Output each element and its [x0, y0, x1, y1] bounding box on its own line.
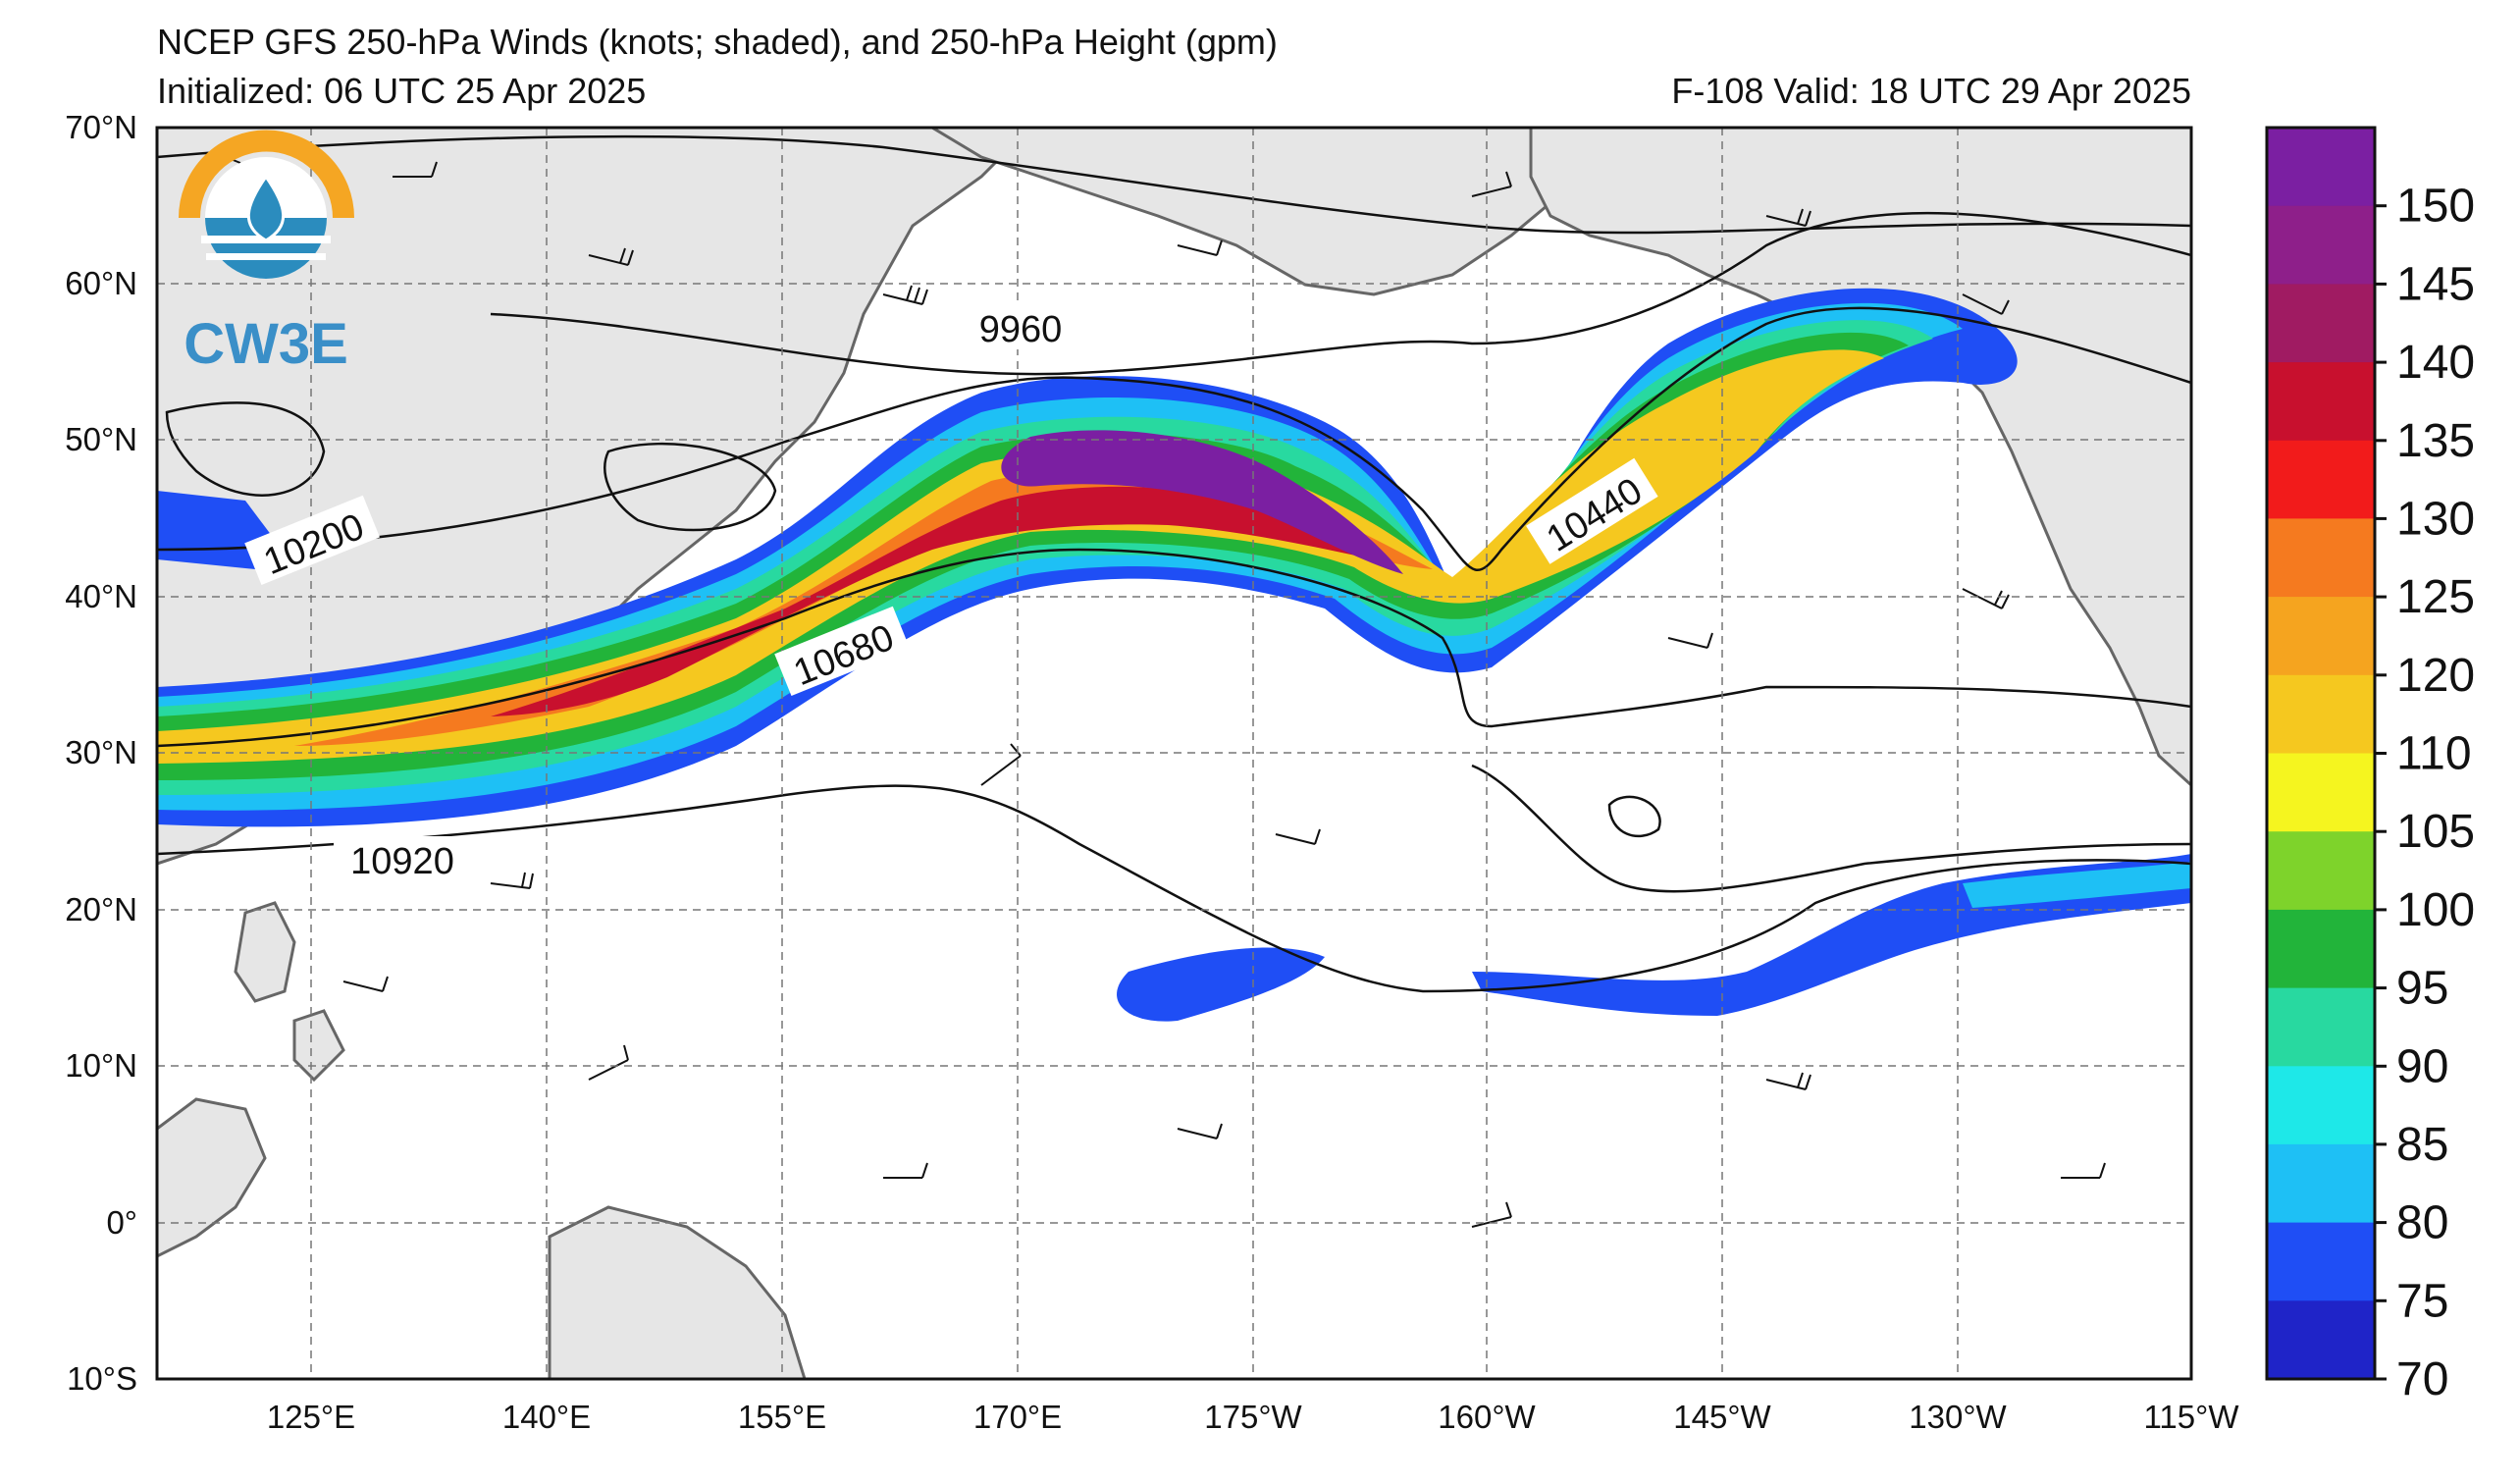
- wind-speed-colorbar: 150 145 140 135 130 125 120 110 105 100 95 90 85 80 75…: [2265, 126, 2475, 1405]
- lat-label-70n: 70°N: [65, 109, 137, 145]
- colorbar-label: 95: [2396, 963, 2448, 1015]
- init-time: Initialized: 06 UTC 25 Apr 2025: [157, 71, 646, 111]
- map-plot-area: 9960 10200 10440 10680 10920 C: [157, 128, 2191, 1379]
- colorbar-label: 70: [2396, 1353, 2448, 1405]
- colorbar-label: 135: [2396, 415, 2475, 467]
- colorbar-swatch: [2267, 674, 2375, 754]
- colorbar-label: 110: [2396, 728, 2472, 780]
- colorbar-swatch: [2267, 597, 2375, 676]
- height-contours: [157, 134, 2191, 993]
- lat-label-20n: 20°N: [65, 891, 137, 927]
- colorbar-label: 120: [2396, 650, 2475, 702]
- colorbar-swatch: [2267, 1066, 2375, 1145]
- colorbar-swatch: [2267, 1222, 2375, 1301]
- lat-label-30n: 30°N: [65, 734, 137, 770]
- lat-label-10n: 10°N: [65, 1047, 137, 1084]
- colorbar-label: 150: [2396, 181, 2475, 233]
- lon-label-140e: 140°E: [502, 1399, 591, 1435]
- map-frame: [155, 126, 2193, 1381]
- lat-label-60n: 60°N: [65, 265, 137, 301]
- colorbar-swatch: [2267, 909, 2375, 989]
- lon-label-175w: 175°W: [1204, 1399, 1302, 1435]
- contour-label-9960: 9960: [979, 309, 1063, 350]
- colorbar-swatch: [2267, 1300, 2375, 1380]
- colorbar-label: 105: [2396, 806, 2475, 858]
- colorbar-swatch: [2267, 518, 2375, 598]
- colorbar-label: 90: [2396, 1040, 2448, 1092]
- lat-label-50n: 50°N: [65, 421, 137, 457]
- cw3e-logo-text: CW3E: [184, 312, 348, 376]
- colorbar-swatch: [2267, 362, 2375, 442]
- lon-label-145w: 145°W: [1673, 1399, 1771, 1435]
- lon-label-130w: 130°W: [1909, 1399, 2007, 1435]
- cw3e-logo: CW3E: [179, 130, 354, 376]
- lon-label-155e: 155°E: [738, 1399, 826, 1435]
- lat-label-0: 0°: [106, 1204, 137, 1241]
- lat-label-40n: 40°N: [65, 578, 137, 614]
- colorbar-swatch: [2267, 284, 2375, 363]
- longitude-labels: 125°E 140°E 155°E 170°E 175°W 160°W 145°…: [267, 1399, 2239, 1435]
- lon-label-170e: 170°E: [973, 1399, 1062, 1435]
- map-graticule: [157, 128, 2191, 1379]
- lon-label-125e: 125°E: [267, 1399, 355, 1435]
- lat-label-10s: 10°S: [67, 1360, 137, 1397]
- colorbar-label: 85: [2396, 1119, 2448, 1171]
- colorbar-swatch: [2267, 987, 2375, 1067]
- colorbar-label: 145: [2396, 258, 2475, 310]
- colorbar-swatch: [2267, 205, 2375, 285]
- lon-label-160w: 160°W: [1438, 1399, 1536, 1435]
- valid-time: F-108 Valid: 18 UTC 29 Apr 2025: [1671, 71, 2191, 111]
- colorbar-swatch: [2267, 440, 2375, 519]
- colorbar-label: 140: [2396, 337, 2475, 389]
- colorbar-label: 100: [2396, 884, 2475, 936]
- contour-label-10920: 10920: [350, 841, 454, 882]
- colorbar-swatch: [2267, 128, 2375, 207]
- colorbar-label: 80: [2396, 1197, 2448, 1249]
- colorbar-swatch: [2267, 753, 2375, 832]
- colorbar-label: 75: [2396, 1275, 2448, 1327]
- colorbar-swatch: [2267, 1143, 2375, 1224]
- colorbar-label: 130: [2396, 493, 2475, 545]
- latitude-labels: 70°N 60°N 50°N 40°N 30°N 20°N 10°N 0° 10…: [65, 109, 137, 1397]
- colorbar-label: 125: [2396, 571, 2475, 623]
- map-title: NCEP GFS 250-hPa Winds (knots; shaded), …: [157, 22, 1278, 62]
- lon-label-115w: 115°W: [2144, 1399, 2240, 1435]
- colorbar-swatch: [2267, 831, 2375, 911]
